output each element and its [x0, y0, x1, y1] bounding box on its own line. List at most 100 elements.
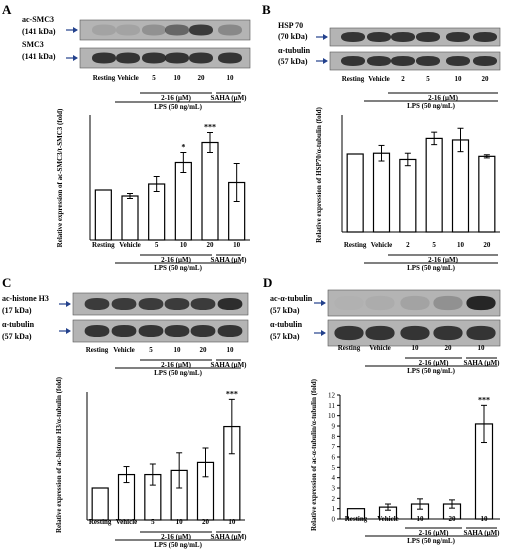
panel-a-blot-2-band — [164, 52, 190, 64]
panel-c-blot-1-band — [138, 297, 164, 311]
panel-a-y-label: Relative expression of ac-SMC3/t-SMC3 (f… — [56, 108, 64, 247]
panel-b-lane-label: 10 — [455, 75, 463, 83]
panel-c-blot-2-band — [111, 324, 137, 338]
panel-b-bar — [451, 139, 470, 233]
panel-c-lane-label: 20 — [200, 346, 208, 354]
panel-a-lane-label: 10 — [174, 74, 182, 82]
panel-c-blot-label: α-tubulin — [2, 320, 35, 329]
panel-c-x-tick-label: 20 — [202, 518, 210, 526]
panel-b-treatment-label: LPS (50 ng/mL) — [407, 102, 456, 110]
panel-a-blot-1-band — [115, 24, 141, 36]
panel-d-y-tick-label: 9 — [332, 423, 336, 431]
panel-a-significance: * — [181, 143, 185, 152]
panel-a-x-tick-label: 5 — [155, 241, 159, 249]
panel-c-lane-label: 10 — [227, 346, 235, 354]
panel-a-bar — [121, 195, 139, 241]
panel-c-letter: C — [2, 275, 11, 290]
panel-a-lane-label: Resting — [93, 74, 116, 82]
panel-c-blot-2-band — [190, 324, 216, 338]
panel-a-blot-2-band — [141, 52, 167, 64]
panel-d-axis-group-a-label: 2-16 (μM) — [419, 529, 449, 537]
panel-b-x-tick-label: 5 — [432, 241, 436, 249]
panel-c-blot-label: (17 kDa) — [2, 306, 32, 315]
panel-a-blot-2-band — [115, 52, 141, 64]
panel-c-y-label: Relative expression of ac-histone H3/α-t… — [55, 376, 63, 533]
panel-d-blot-1-band — [400, 295, 430, 311]
panel-a-group-a-label: 2-16 (μM) — [161, 94, 191, 102]
panel-d-treatment-label: LPS (50 ng/mL) — [407, 367, 456, 375]
panel-a-blot-1-band — [188, 24, 214, 36]
panel-c-group-b-label: SAHA (μM) — [210, 361, 247, 369]
panel-a-blot-label: ac-SMC3 — [22, 15, 54, 24]
panel-a-x-tick-label: 10 — [180, 241, 188, 249]
panel-d-y-tick-label: 12 — [328, 392, 336, 400]
panel-a-x-tick-label: Vehicle — [119, 241, 141, 249]
panel-d-y-tick-label: 4 — [332, 474, 336, 482]
panel-b-blot-2-band — [390, 56, 416, 66]
panel-a-bar — [94, 189, 112, 241]
panel-b-lane-label: 20 — [482, 75, 490, 83]
panel-a-treatment-label: LPS (50 ng/mL) — [154, 103, 203, 111]
panel-d-lane-label: 20 — [445, 344, 453, 352]
panel-d-x-tick-label: Vehicle — [377, 515, 399, 523]
panel-c-axis-group-a-label: 2-16 (μM) — [161, 533, 191, 541]
panel-b-blot-label: HSP 70 — [278, 21, 303, 30]
panel-a-blot-2-band — [188, 52, 214, 64]
panel-d-arrowhead — [321, 330, 326, 336]
panel-c-blot-label: ac-histone H3 — [2, 294, 49, 303]
panel-a-blot-1-band — [217, 24, 243, 36]
panel-b-blot-2-band — [472, 56, 498, 66]
panel-d-lane-label: 10 — [478, 344, 486, 352]
panel-d-blot-2-band — [433, 325, 463, 341]
panel-d-x-tick-label: Resting — [345, 515, 368, 523]
panel-d-axis-treatment-label: LPS (50 ng/mL) — [407, 537, 456, 545]
panel-d-blot-2-band — [334, 325, 364, 341]
panel-a-x-tick-label: 10 — [233, 241, 241, 249]
panel-b-group-a-label: 2-16 (μM) — [428, 94, 458, 102]
panel-b-blot-2-band — [445, 56, 471, 66]
panel-d-arrowhead — [321, 300, 326, 306]
panel-b-blot-1-band — [415, 32, 441, 42]
panel-a-blot-label: (141 kDa) — [22, 52, 56, 61]
panel-a-letter: A — [2, 2, 12, 17]
panel-b-arrowhead — [323, 58, 328, 64]
panel-d-y-tick-label: 1 — [332, 505, 336, 513]
panel-b-bar — [372, 152, 391, 233]
panel-d-blot-2-band — [466, 325, 496, 341]
panel-b-blot-2-band — [340, 56, 366, 66]
panel-b-bar — [425, 137, 443, 233]
panel-b-x-tick-label: 10 — [457, 241, 465, 249]
panel-c-blot-2-band — [84, 324, 110, 338]
panel-c-treatment-label: LPS (50 ng/mL) — [154, 369, 203, 377]
panel-a-x-tick-label: 20 — [207, 241, 215, 249]
panel-c-x-tick-label: Resting — [89, 518, 112, 526]
panel-a-group-b-label: SAHA (μM) — [210, 94, 247, 102]
panel-a-bar — [148, 183, 166, 241]
panel-b-lane-label: Vehicle — [368, 75, 390, 83]
panel-b-lane-label: 5 — [426, 75, 430, 83]
panel-b-blot-label: α-tubulin — [278, 46, 311, 55]
panel-d-y-tick-label: 6 — [332, 454, 336, 462]
panel-a-lane-label: 20 — [198, 74, 206, 82]
panel-a-blot-1-band — [91, 24, 117, 36]
panel-a-blot-label: SMC3 — [22, 40, 44, 49]
panel-d-axis-group-b-label: SAHA (μM) — [463, 529, 500, 537]
panel-a-lane-label: 10 — [227, 74, 235, 82]
panel-b-axis-group-a-label: 2-16 (μM) — [428, 256, 458, 264]
panel-c-group-a-label: 2-16 (μM) — [161, 361, 191, 369]
panel-d-y-tick-label: 8 — [332, 433, 336, 441]
panel-d-x-tick-label: 20 — [449, 515, 457, 523]
panel-d-y-tick-label: 2 — [332, 495, 336, 503]
panel-c-lane-label: Resting — [86, 346, 109, 354]
panel-d-y-tick-label: 10 — [328, 412, 336, 420]
panel-a-bar — [201, 141, 219, 241]
panel-d-blot-label: (57 kDa) — [270, 306, 300, 315]
panel-c-x-tick-label: Vehicle — [116, 518, 138, 526]
panel-b-axis-treatment-label: LPS (50 ng/mL) — [407, 264, 456, 272]
panel-a-axis-treatment-label: LPS (50 ng/mL) — [154, 264, 203, 272]
panel-a-blot-2-band — [217, 52, 243, 64]
panel-c-blot-1-band — [190, 297, 216, 311]
panel-c-blot-2-band — [164, 324, 190, 338]
panel-d-bar — [346, 508, 366, 520]
